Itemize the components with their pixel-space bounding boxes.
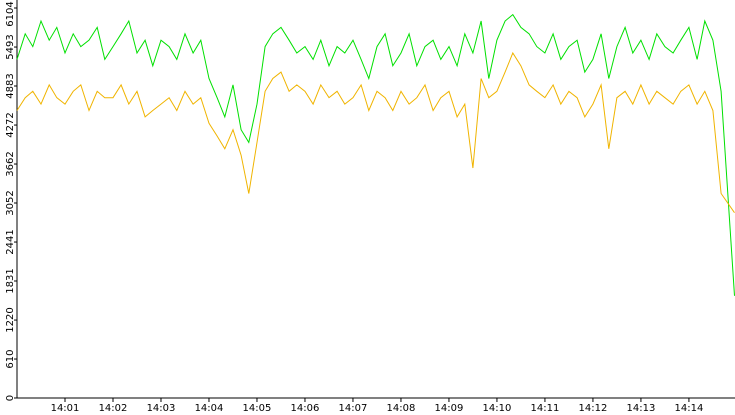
x-tick-label: 14:09 <box>435 403 464 414</box>
series-line <box>16 13 735 296</box>
x-tick-label: 14:11 <box>531 403 560 414</box>
y-tick-label: 3662 <box>5 151 16 176</box>
x-tick-label: 14:13 <box>627 403 656 414</box>
y-tick-label: 2441 <box>5 229 16 254</box>
x-tick-label: 14:05 <box>243 403 272 414</box>
x-tick-label: 14:14 <box>675 403 704 414</box>
y-tick-label: 4883 <box>5 73 16 98</box>
x-tick-label: 14:03 <box>147 403 176 414</box>
y-tick-label: 0 <box>5 395 16 401</box>
y-tick-label: 1220 <box>5 307 16 332</box>
x-tick-label: 14:06 <box>291 403 320 414</box>
y-tick-label: 4272 <box>5 112 16 137</box>
series-line <box>16 51 735 213</box>
y-tick-label: 3052 <box>5 190 16 215</box>
y-tick-label: 5493 <box>5 34 16 59</box>
x-tick-label: 14:07 <box>339 403 368 414</box>
y-tick-label: 6104 <box>5 1 16 26</box>
y-tick-label: 610 <box>5 349 16 368</box>
y-tick-label: 1831 <box>5 268 16 293</box>
x-tick-label: 14:04 <box>195 403 224 414</box>
x-tick-label: 14:12 <box>579 403 608 414</box>
x-tick-label: 14:08 <box>387 403 416 414</box>
x-tick-label: 14:02 <box>99 403 128 414</box>
x-tick-label: 14:10 <box>483 403 512 414</box>
x-tick-label: 14:01 <box>51 403 80 414</box>
